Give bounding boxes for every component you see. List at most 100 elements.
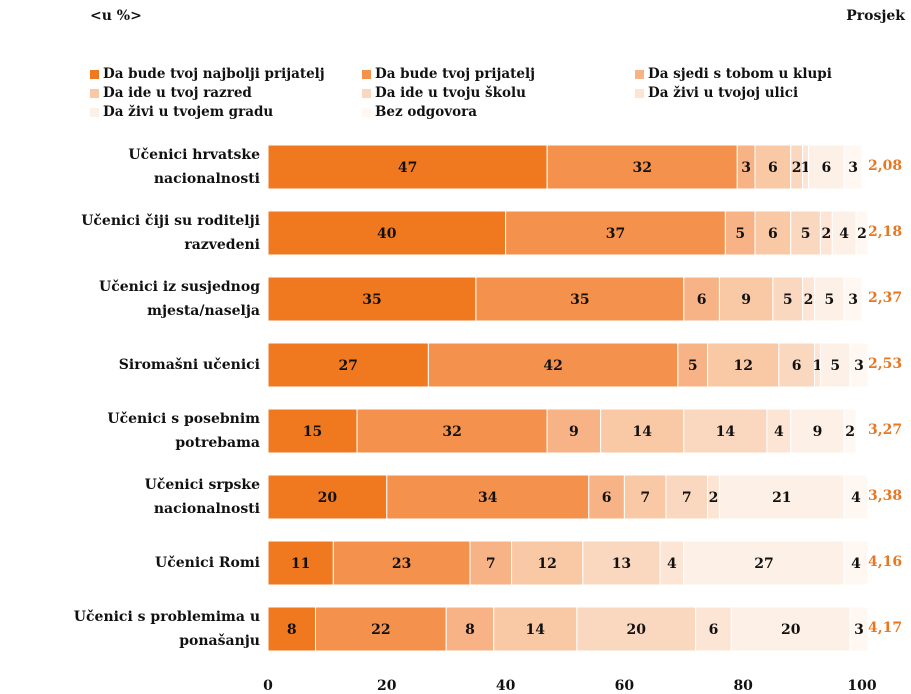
bar-segment [843, 540, 869, 586]
bar-segment [600, 408, 685, 454]
average-value: 4,17 [868, 620, 903, 636]
data-label: 2 [804, 292, 814, 308]
data-label: 14 [526, 622, 546, 638]
bar-segment [695, 606, 732, 652]
bar-segment [505, 210, 726, 256]
data-label: 6 [792, 358, 802, 374]
bar-segment [493, 606, 578, 652]
data-label: 35 [362, 292, 381, 308]
data-label: 13 [612, 556, 631, 572]
bar-segment [267, 276, 477, 322]
legend-swatch [362, 107, 371, 117]
bar-segment [267, 606, 317, 652]
legend-swatch [362, 69, 371, 79]
data-label: 4 [667, 556, 677, 572]
bar-segment [386, 474, 590, 520]
bar-segment [267, 408, 358, 454]
legend-swatch [635, 69, 644, 79]
data-label: 5 [830, 358, 840, 374]
data-label: 22 [371, 622, 390, 638]
x-tick-label: 80 [733, 678, 753, 694]
legend-label: Da živi u tvojoj ulici [648, 85, 799, 101]
x-tick-label: 0 [263, 678, 273, 694]
data-label: 37 [606, 226, 625, 242]
data-label: 3 [848, 292, 858, 308]
unit-label: <u %> [90, 8, 142, 24]
legend-label: Da sjedi s tobom u klupi [648, 66, 832, 82]
bar-segment [843, 276, 863, 322]
x-tick-label: 40 [495, 678, 516, 694]
data-label: 5 [801, 226, 811, 242]
legend-label: Da ide u tvoj razred [103, 85, 252, 101]
data-label: 2 [857, 226, 867, 242]
bar-segment [778, 342, 815, 388]
data-label: 6 [768, 226, 778, 242]
legend-label: Da živi u tvojem gradu [103, 104, 274, 120]
category-label: Učenici hrvatske nacionalnosti [128, 147, 260, 187]
average-value: 3,27 [868, 422, 903, 438]
data-label: 7 [682, 490, 692, 506]
data-label: 7 [486, 556, 496, 572]
bar-segment [843, 408, 857, 454]
bar-segment [683, 408, 768, 454]
data-label: 8 [465, 622, 475, 638]
bar-segment [754, 144, 792, 190]
bar-segment [332, 540, 471, 586]
legend-item: Bez odgovora [362, 104, 477, 120]
data-label: 47 [398, 160, 417, 176]
bar-segment [730, 606, 851, 652]
average-value: 3,38 [868, 488, 903, 504]
data-label: 8 [287, 622, 297, 638]
data-label: 2 [792, 160, 802, 176]
bar-segment [843, 144, 863, 190]
legend-item: Da ide u tvoju školu [362, 85, 526, 101]
data-label: 12 [733, 358, 752, 374]
bar-segment [683, 276, 720, 322]
data-label: 9 [569, 424, 579, 440]
data-label: 3 [848, 160, 858, 176]
data-label: 11 [291, 556, 310, 572]
data-label: 1 [813, 358, 823, 374]
bar-segment [469, 540, 513, 586]
x-tick-label: 20 [377, 678, 397, 694]
bar-segment [445, 606, 495, 652]
data-label: 5 [783, 292, 793, 308]
data-label: 2 [821, 226, 831, 242]
category-label: Učenici srpske nacionalnosti [144, 477, 260, 517]
category-label: Siromašni učenici [118, 357, 260, 373]
legend-label: Da bude tvoj najbolji prijatelj [103, 66, 325, 82]
legend-label: Bez odgovora [375, 104, 477, 120]
data-label: 4 [774, 424, 784, 440]
data-label: 6 [768, 160, 778, 176]
legend-label: Da bude tvoj prijatelj [375, 66, 535, 82]
data-label: 3 [854, 358, 864, 374]
data-label: 6 [821, 160, 831, 176]
data-label: 6 [709, 622, 719, 638]
data-label: 9 [741, 292, 751, 308]
bar-segment [849, 606, 869, 652]
data-label: 5 [824, 292, 834, 308]
bar-segment [855, 210, 869, 256]
data-label: 34 [478, 490, 498, 506]
category-label: Učenici iz susjednog mjesta/naselja [98, 279, 260, 319]
legend-item: Da sjedi s tobom u klupi [635, 66, 832, 82]
bar-segment [843, 474, 869, 520]
average-value: 2,37 [868, 290, 903, 306]
data-label: 5 [735, 226, 745, 242]
bar-segment [267, 474, 388, 520]
average-value: 2,53 [868, 356, 903, 372]
data-label: 14 [716, 424, 736, 440]
data-label: 32 [442, 424, 461, 440]
bar-segment [718, 474, 845, 520]
legend-item: Da ide u tvoj razred [90, 85, 252, 101]
bar-segment [790, 210, 821, 256]
category-label: Učenici s posebnim potrebama [107, 411, 260, 451]
data-label: 20 [627, 622, 647, 638]
data-label: 9 [813, 424, 823, 440]
legend-swatch [90, 88, 99, 98]
category-label: Učenici čiji su roditelji razvedeni [81, 213, 260, 253]
legend-label: Da ide u tvoju školu [375, 85, 526, 101]
data-label: 3 [741, 160, 751, 176]
data-label: 6 [602, 490, 612, 506]
